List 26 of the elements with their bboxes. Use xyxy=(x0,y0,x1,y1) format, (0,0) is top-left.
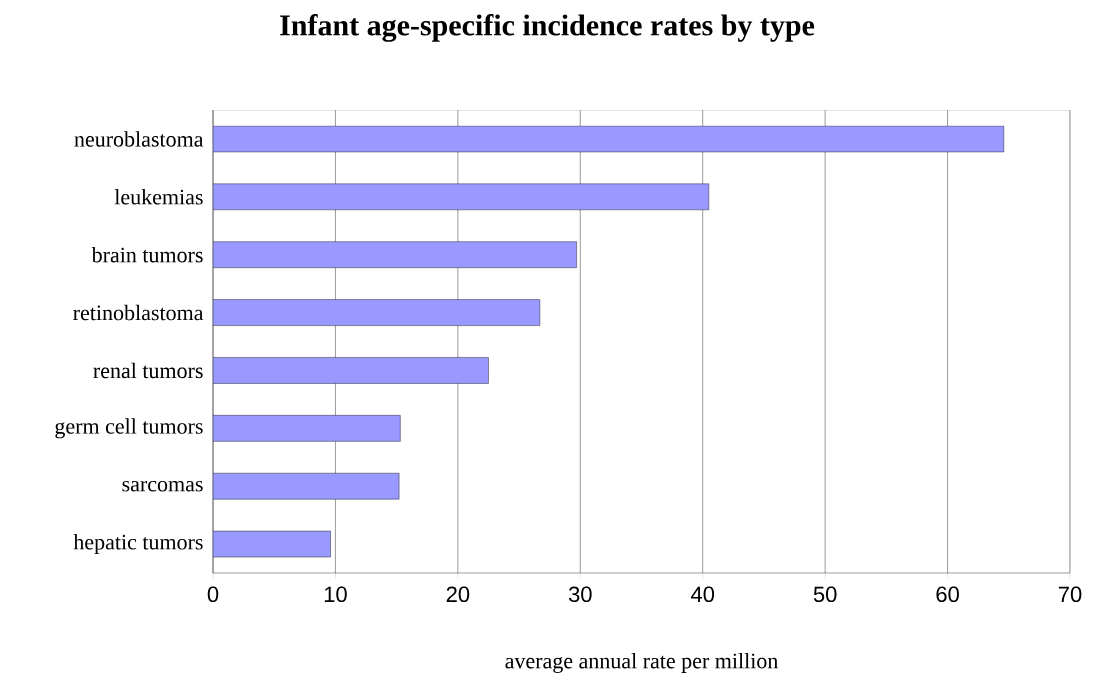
y-tick-label: sarcomas xyxy=(122,480,203,492)
y-tick-label: neuroblastoma xyxy=(74,131,204,147)
bar xyxy=(213,183,710,211)
x-tick-label: 70 xyxy=(1058,586,1082,603)
x-tick-label: 20 xyxy=(446,586,470,603)
bar xyxy=(213,125,1005,153)
x-tick-label: 50 xyxy=(813,586,837,603)
y-tick-label: leukemias xyxy=(114,189,203,205)
bar xyxy=(213,299,541,326)
bar xyxy=(213,530,331,558)
x-tick-label: 30 xyxy=(568,586,592,603)
x-tick-label: 0 xyxy=(207,586,219,603)
bar xyxy=(213,415,401,442)
bar xyxy=(213,241,577,268)
bar xyxy=(213,357,489,384)
chart-title: Infant age-specific incidence rates by type xyxy=(280,14,815,42)
y-tick-label: retinoblastoma xyxy=(73,304,204,321)
y-tick-label: germ cell tumors xyxy=(55,418,203,439)
x-tick-label: 40 xyxy=(690,586,715,603)
y-tick-label: hepatic tumors xyxy=(73,534,203,555)
x-axis-title: average annual rate per million xyxy=(505,652,779,673)
y-tick-label: renal tumors xyxy=(93,362,203,379)
bar xyxy=(213,473,400,500)
y-tick-label: brain tumors xyxy=(91,246,203,263)
x-tick-label: 10 xyxy=(324,586,347,603)
x-tick-label: 60 xyxy=(936,586,959,603)
